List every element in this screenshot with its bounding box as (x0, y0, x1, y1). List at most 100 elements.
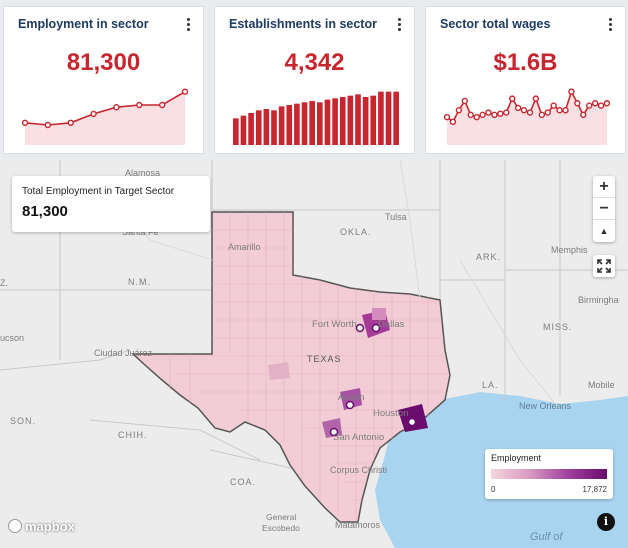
map-label: Memphis (551, 245, 588, 255)
bar (339, 97, 346, 145)
more-options-icon[interactable] (396, 16, 402, 32)
card-title: Establishments in sector (229, 17, 377, 31)
bar (263, 109, 270, 145)
more-options-icon[interactable] (185, 16, 191, 32)
legend-max: 17,872 (582, 485, 607, 494)
map-label: Birmingha (578, 295, 619, 305)
data-point (597, 102, 605, 109)
map-label: General (266, 512, 296, 522)
data-point (22, 119, 29, 126)
bar (255, 110, 262, 145)
info-title: Total Employment in Target Sector (22, 186, 175, 197)
bar (378, 91, 384, 145)
map-label: Houston (373, 408, 408, 419)
total-employment-box: Total Employment in Target Sector 81,300 (12, 176, 210, 232)
data-point (580, 111, 587, 119)
card-value: 81,300 (66, 49, 141, 76)
bar (301, 102, 308, 145)
map-label: LA. (482, 380, 499, 390)
data-point (568, 88, 575, 95)
map-label: OKLA. (340, 227, 372, 237)
data-point (479, 111, 486, 119)
card-value: $1.6B (493, 49, 558, 76)
mapbox-logo[interactable]: mapbox (8, 517, 75, 535)
map-label: Z. (0, 278, 8, 288)
map[interactable]: Alamosa Tulsa Santa Fe OKLA. Memphis Ama… (0, 160, 628, 548)
zoom-controls: + − ▲ (593, 176, 615, 242)
legend-min: 0 (491, 485, 496, 494)
employment-card: Employment in sector 81,300 (3, 6, 204, 154)
bar (355, 94, 361, 145)
fullscreen-button[interactable] (593, 255, 615, 277)
data-point (508, 95, 516, 102)
data-point (532, 95, 540, 102)
wages-sparkline (444, 88, 610, 145)
establishments-card: Establishments in sector 4,342 (214, 6, 415, 154)
bar (347, 95, 354, 145)
bar (309, 101, 315, 145)
employment-sparkline (22, 88, 188, 145)
map-label: SON. (10, 416, 36, 426)
data-point (514, 104, 522, 112)
data-point (67, 119, 74, 126)
map-label: Santa Fe (122, 227, 159, 237)
zoom-out-button[interactable]: − (593, 198, 615, 220)
data-point (586, 102, 593, 109)
legend-title: Employment (491, 453, 542, 463)
data-point (449, 118, 457, 126)
data-point (444, 113, 451, 121)
attribution-info-icon[interactable]: i (597, 513, 615, 531)
data-point (90, 110, 97, 118)
data-point (136, 101, 143, 109)
line-series (24, 90, 186, 126)
map-label: Fort Worth (312, 319, 357, 330)
data-point (181, 88, 188, 95)
data-point (455, 107, 463, 114)
map-label: Amarillo (228, 242, 261, 252)
data-point (113, 104, 120, 111)
data-point (467, 111, 474, 119)
data-point (562, 107, 569, 114)
card-title: Sector total wages (440, 17, 551, 31)
data-point (491, 111, 498, 119)
map-label: ARK. (476, 252, 501, 262)
texas-region (131, 211, 451, 523)
map-label: CHIH. (118, 430, 148, 440)
map-label: COA. (230, 477, 256, 487)
data-point (538, 111, 546, 119)
fullscreen-icon (597, 259, 611, 273)
data-point (574, 100, 581, 107)
zoom-in-button[interactable]: + (593, 176, 615, 198)
map-label: ucson (0, 333, 24, 343)
map-label: N.M. (128, 277, 151, 287)
bar (370, 95, 377, 145)
data-point (603, 100, 610, 107)
bar (362, 97, 369, 145)
area-fill (447, 91, 607, 145)
employment-legend: Employment 0 17,872 (485, 449, 613, 499)
data-point (497, 110, 504, 117)
area-fill (25, 91, 185, 145)
more-options-icon[interactable] (607, 16, 613, 32)
map-label: Corpus Christi (330, 465, 387, 475)
card-value: 4,342 (284, 49, 345, 76)
map-label: New Orleans (519, 401, 572, 411)
bar (240, 115, 247, 145)
bar (324, 99, 331, 145)
data-point (461, 97, 468, 105)
map-label: MISS. (543, 322, 573, 332)
data-point (473, 113, 480, 121)
data-point (44, 121, 52, 129)
map-label: Mobile (588, 380, 615, 390)
data-point (556, 107, 563, 114)
data-point (520, 107, 528, 114)
bar (248, 113, 254, 145)
wages-card: Sector total wages $1.6B (425, 6, 626, 154)
map-label: Dallas (378, 319, 405, 330)
compass-button[interactable]: ▲ (593, 220, 615, 242)
bar (385, 91, 392, 145)
mapbox-icon (8, 519, 22, 533)
bar (233, 118, 239, 145)
data-point (550, 102, 557, 109)
bar (278, 106, 285, 145)
